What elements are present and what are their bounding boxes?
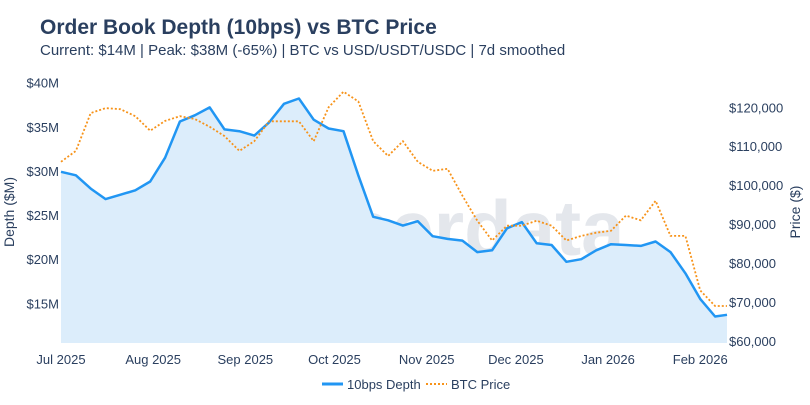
legend[interactable]: 10bps Depth BTC Price xyxy=(322,377,510,392)
y2-tick-label: $120,000 xyxy=(729,100,783,115)
y-axis-title: Depth ($M) xyxy=(1,177,17,247)
x-tick-label: Dec 2025 xyxy=(488,352,544,367)
x-tick-label: Feb 2026 xyxy=(673,352,728,367)
chart-title: Order Book Depth (10bps) vs BTC Price xyxy=(40,16,437,39)
y-tick-label: $40M xyxy=(26,76,59,91)
y2-tick-label: $110,000 xyxy=(729,139,782,154)
y-tick-label: $25M xyxy=(26,208,59,223)
y-tick-label: $20M xyxy=(26,252,59,267)
y-tick-label: $30M xyxy=(26,164,59,179)
y2-tick-label: $100,000 xyxy=(729,178,783,193)
x-tick-label: Aug 2025 xyxy=(125,352,181,367)
btc-price-line xyxy=(60,90,727,307)
y2-tick-label: $80,000 xyxy=(729,256,776,271)
x-tick-label: Sep 2025 xyxy=(218,352,274,367)
depth-area xyxy=(61,98,727,343)
x-tick-label: Jan 2026 xyxy=(581,352,635,367)
x-tick-label: Jul 2025 xyxy=(36,352,85,367)
y2-axis-title: Price ($) xyxy=(787,186,803,239)
x-tick-label: Nov 2025 xyxy=(399,352,455,367)
depth-line xyxy=(60,97,728,318)
legend-price-label[interactable]: BTC Price xyxy=(451,377,510,392)
legend-depth-label[interactable]: 10bps Depth xyxy=(347,377,421,392)
y2-tick-label: $60,000 xyxy=(729,334,776,349)
y-tick-label: $35M xyxy=(26,120,59,135)
chart-subtitle: Current: $14M | Peak: $38M (-65%) | BTC … xyxy=(40,42,566,59)
y2-tick-label: $70,000 xyxy=(729,295,776,310)
x-tick-label: Oct 2025 xyxy=(308,352,361,367)
y-tick-label: $15M xyxy=(26,296,59,311)
y2-tick-label: $90,000 xyxy=(729,217,776,232)
